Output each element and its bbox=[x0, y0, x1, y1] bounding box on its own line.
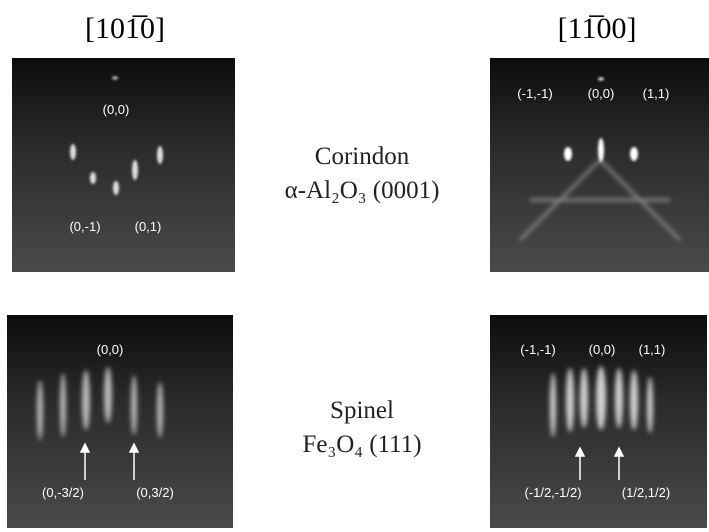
rheed-panel: (0,0) (0,-3/2) (0,3/2) bbox=[7, 315, 233, 528]
material-formula: Fe₃O₄ (111) bbox=[302, 431, 421, 458]
spot-label: (-1,-1) bbox=[517, 86, 552, 101]
spot-label: (1,1) bbox=[639, 342, 666, 357]
direction-header: [11̅00] bbox=[558, 12, 637, 45]
direction-header: [101̅0] bbox=[85, 12, 165, 45]
figure: [101̅0] [11̅00] (0,0) (0,-1) (0,1) (-1,-… bbox=[0, 0, 709, 532]
spot-label: (0,0) bbox=[589, 342, 616, 357]
spot-label: (1,1) bbox=[643, 86, 670, 101]
material-formula: α-Al₂O₃ (0001) bbox=[285, 177, 440, 204]
spot-label: (0,1) bbox=[135, 219, 162, 234]
rheed-panel: (-1,-1) (0,0) (1,1) bbox=[490, 58, 709, 272]
material-name: Spinel bbox=[330, 397, 394, 424]
spot-label: (1/2,1/2) bbox=[622, 485, 670, 500]
spot-label: (-1/2,-1/2) bbox=[524, 485, 581, 500]
spot-label: (0,0) bbox=[588, 86, 615, 101]
spot-label: (0,-1) bbox=[69, 219, 100, 234]
rheed-panel: (-1,-1) (0,0) (1,1) (-1/2,-1/2) (1/2,1/2… bbox=[490, 315, 707, 528]
material-name: Corindon bbox=[315, 143, 410, 170]
rheed-panel: (0,0) (0,-1) (0,1) bbox=[12, 58, 235, 272]
spot-label: (-1,-1) bbox=[520, 342, 555, 357]
spot-label: (0,3/2) bbox=[136, 485, 174, 500]
spot-label: (0,0) bbox=[103, 102, 130, 117]
spot-label: (0,-3/2) bbox=[42, 485, 84, 500]
spot-label: (0,0) bbox=[97, 342, 124, 357]
